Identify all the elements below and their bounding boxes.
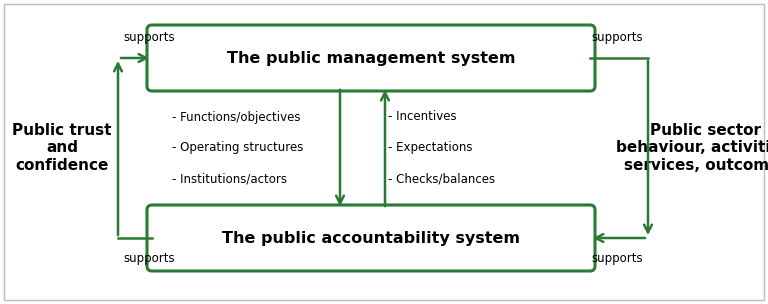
Text: - Incentives: - Incentives xyxy=(388,110,457,123)
Text: Public trust
and
confidence: Public trust and confidence xyxy=(12,123,112,173)
Text: - Operating structures: - Operating structures xyxy=(172,141,303,154)
FancyBboxPatch shape xyxy=(147,25,595,91)
FancyBboxPatch shape xyxy=(4,4,764,300)
Text: The public management system: The public management system xyxy=(227,50,515,65)
Text: - Functions/objectives: - Functions/objectives xyxy=(172,110,300,123)
Text: supports: supports xyxy=(591,31,643,44)
Text: The public accountability system: The public accountability system xyxy=(222,230,520,246)
Text: supports: supports xyxy=(123,31,174,44)
Text: - Checks/balances: - Checks/balances xyxy=(388,172,495,185)
Text: - Expectations: - Expectations xyxy=(388,141,472,154)
Text: supports: supports xyxy=(123,252,174,265)
Text: supports: supports xyxy=(591,252,643,265)
Text: Public sector
behaviour, activities,
services, outcomes: Public sector behaviour, activities, ser… xyxy=(616,123,768,173)
Text: - Institutions/actors: - Institutions/actors xyxy=(172,172,287,185)
FancyBboxPatch shape xyxy=(147,205,595,271)
